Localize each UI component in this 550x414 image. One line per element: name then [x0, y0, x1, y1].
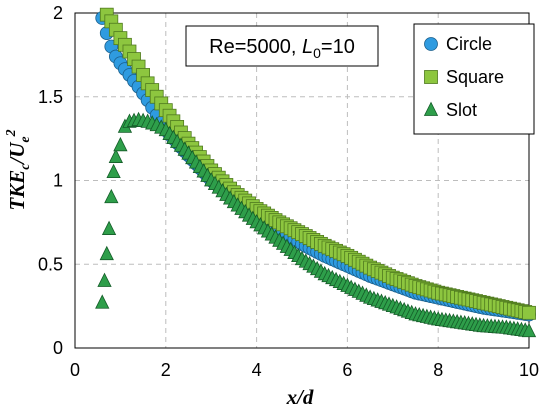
legend-marker-circle [424, 37, 438, 51]
data-point-slot [106, 163, 121, 179]
data-point-slot [113, 136, 128, 152]
data-point-slot [104, 188, 119, 204]
y-axis-title-base: TKE [5, 170, 29, 211]
y-axis-title-mid: /U [5, 141, 29, 166]
y-axis-title-sub2: e [18, 136, 33, 142]
legend-marker-slot [423, 101, 439, 116]
y-axis-title: TKEc/Ue2 [4, 129, 33, 210]
x-tick-label: 6 [342, 360, 352, 380]
svg-text:TKEc/Ue2: TKEc/Ue2 [4, 129, 33, 210]
annotation-sub: 0 [313, 45, 321, 61]
legend-label-circle: Circle [446, 34, 492, 54]
legend: Circle Square Slot [413, 23, 535, 135]
y-tick-label: 0.5 [38, 254, 63, 274]
x-tick-label: 8 [433, 360, 443, 380]
x-tick-label: 4 [252, 360, 262, 380]
data-point-slot [95, 294, 110, 309]
y-axis-title-sup: 2 [4, 129, 19, 137]
x-tick-labels: 0 2 4 6 8 10 [70, 360, 539, 380]
y-tick-label: 0 [53, 338, 63, 358]
legend-label-slot: Slot [446, 100, 477, 120]
y-tick-label: 1 [53, 171, 63, 191]
plot-area-frame [74, 12, 530, 349]
series-layer [95, 7, 537, 338]
annotation-prefix: Re=5000, [209, 36, 302, 58]
data-point-slot [521, 322, 537, 338]
annotation-box: Re=5000, L0=10 [185, 25, 379, 67]
y-tick-labels: 0 0.5 1 1.5 2 [38, 3, 63, 358]
data-point-slot [97, 272, 112, 287]
series-slot [95, 111, 537, 338]
y-axis-title-sub1: c [18, 163, 33, 170]
legend-item-circle: Circle [424, 34, 492, 54]
y-tick-label: 1.5 [38, 87, 63, 107]
annotation-suffix: =10 [321, 36, 355, 58]
x-tick-label: 10 [519, 360, 539, 380]
data-point-slot [99, 245, 114, 261]
data-point-slot [108, 148, 124, 163]
x-axis-title: x/d [286, 385, 314, 409]
annotation-var: L [302, 36, 313, 58]
y-tick-label: 2 [53, 3, 63, 23]
legend-label-square: Square [446, 67, 504, 87]
legend-marker-square [424, 70, 438, 84]
data-point-square [522, 305, 536, 320]
x-tick-label: 0 [70, 360, 80, 380]
svg-text:Re=5000, L0=10: Re=5000, L0=10 [209, 36, 355, 61]
x-tick-label: 2 [161, 360, 171, 380]
data-point-slot [101, 220, 117, 235]
legend-item-square: Square [424, 67, 504, 87]
legend-item-slot: Slot [423, 100, 477, 120]
